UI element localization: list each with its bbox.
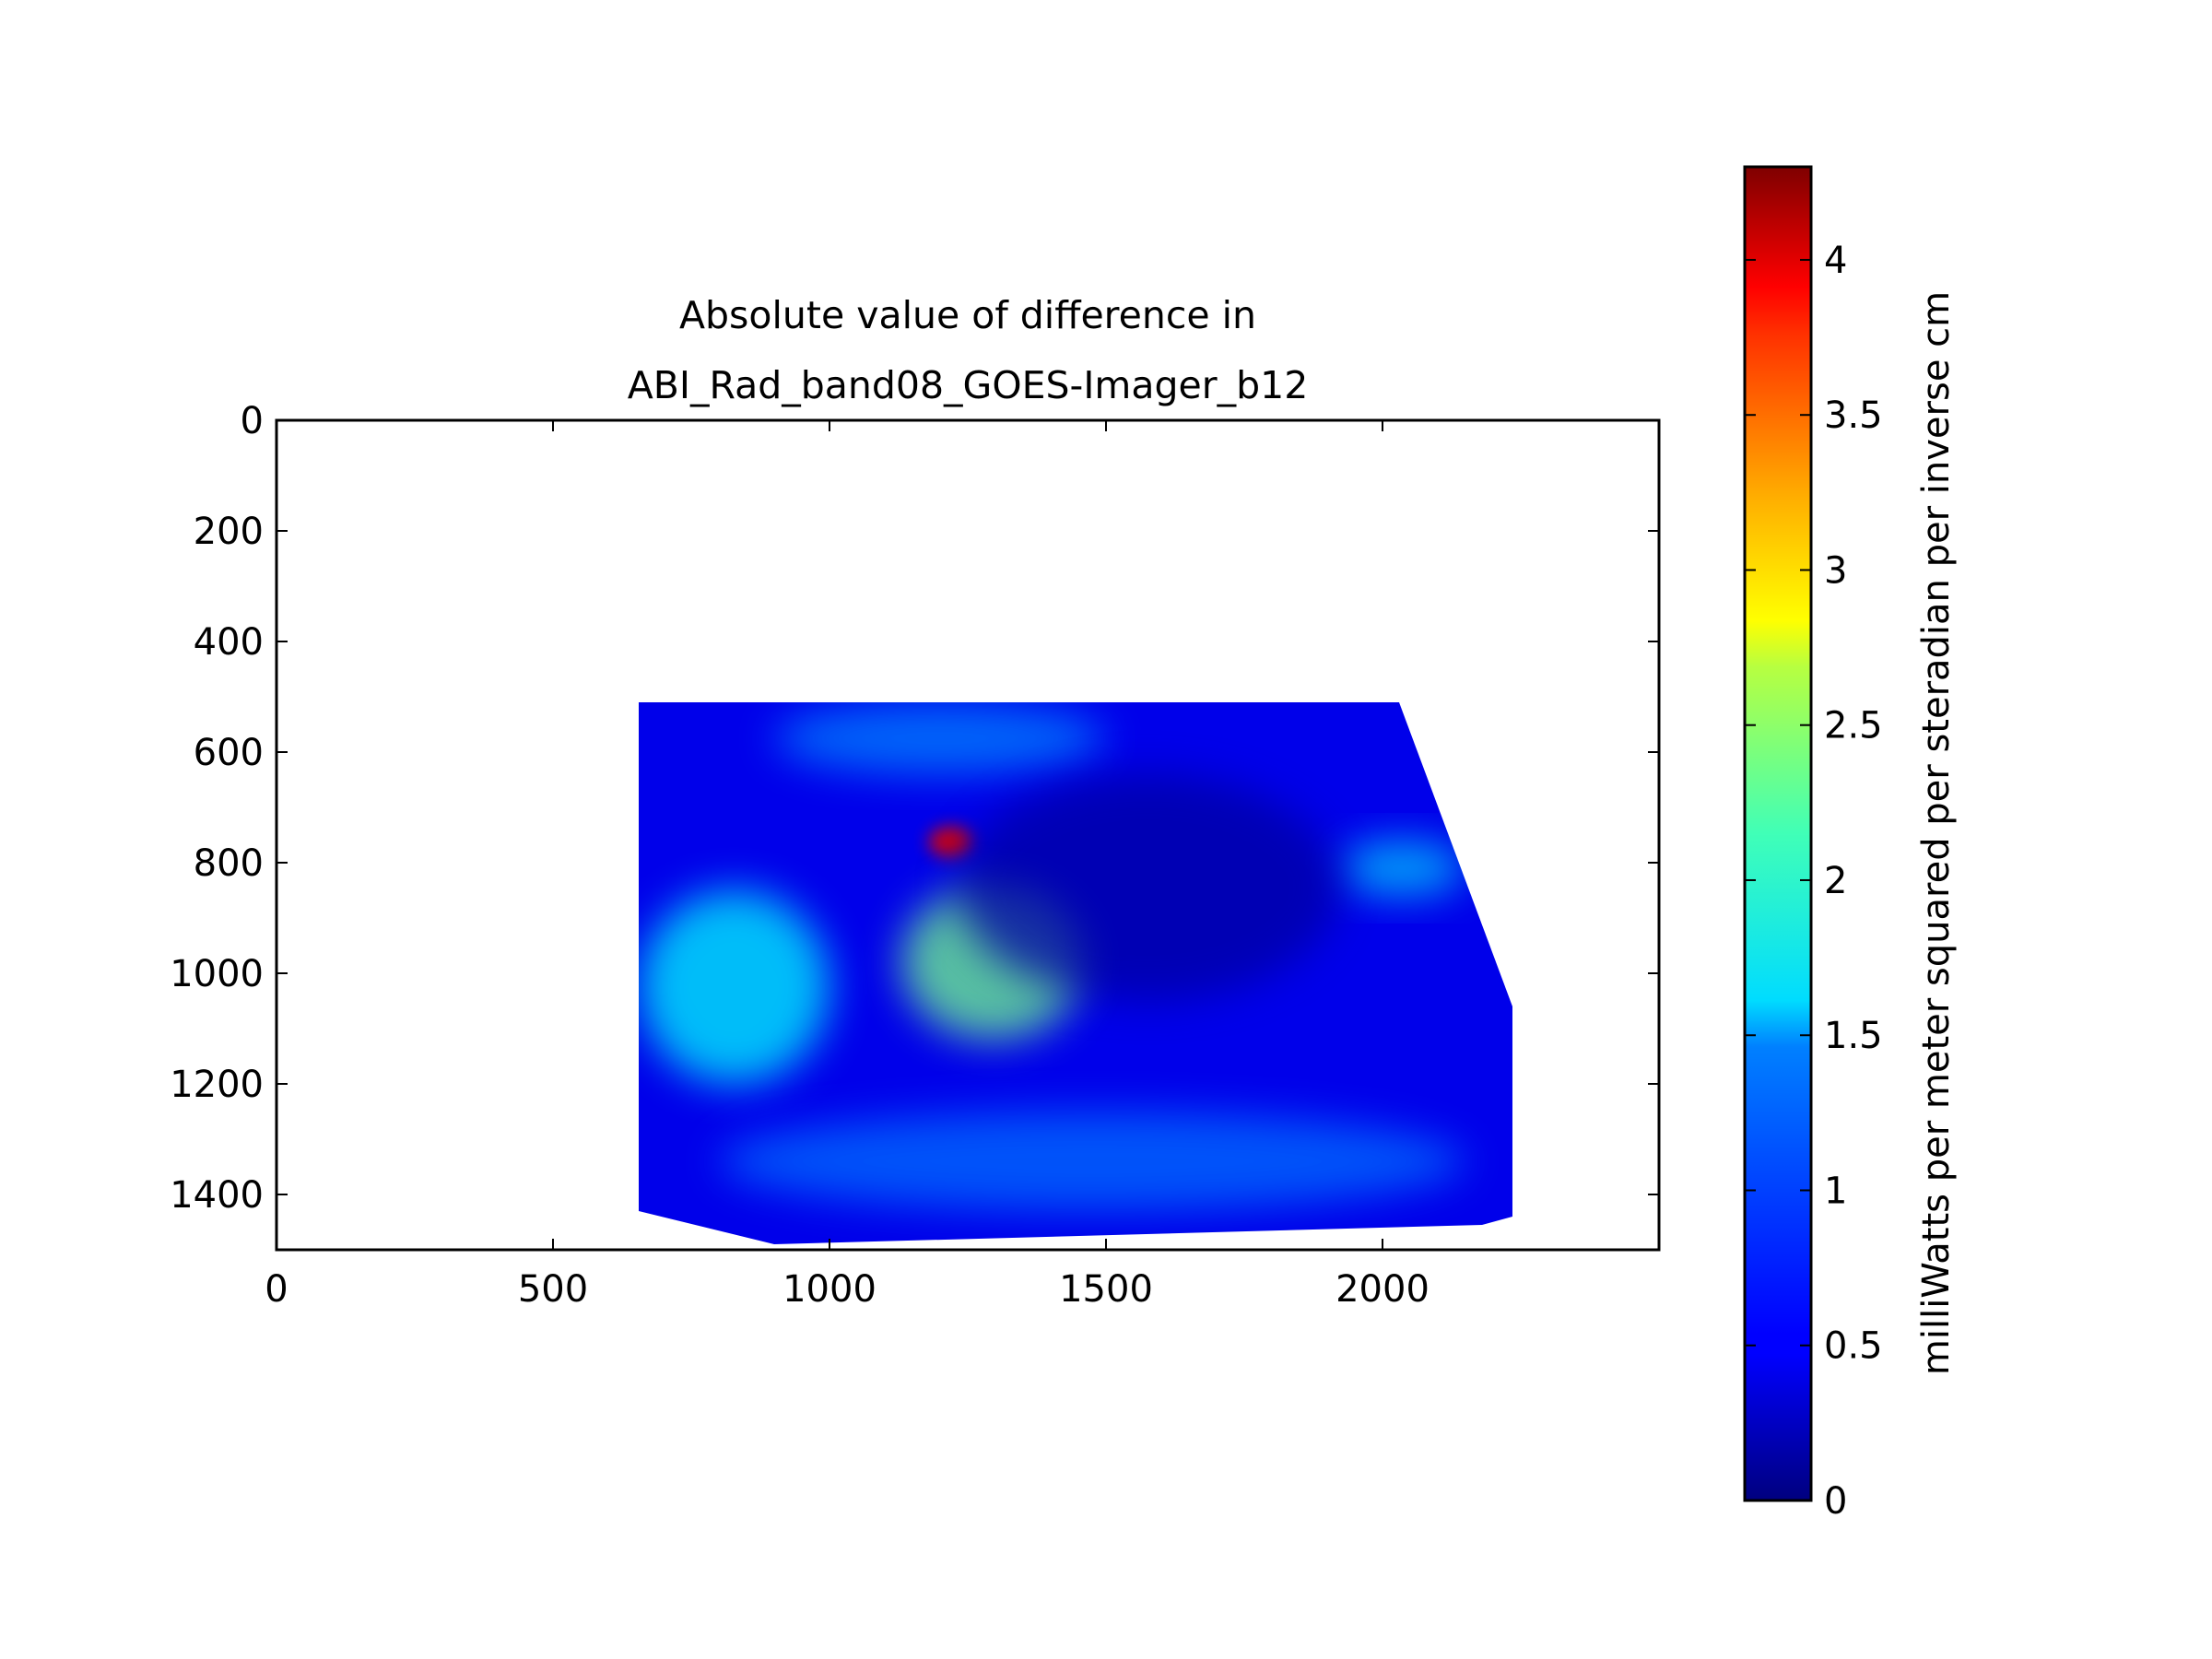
colorbar-tick-label: 3.5 bbox=[1824, 394, 1883, 437]
colorbar-tick-label: 2 bbox=[1824, 860, 1847, 902]
colorbar-ticks: 0 0.5 1 1.5 2 2.5 3 3.5 4 bbox=[1745, 240, 1883, 1523]
colorbar-tick-label: 1 bbox=[1824, 1170, 1847, 1212]
x-axis: 0 500 1000 1500 2000 bbox=[265, 420, 1430, 1311]
chart-title-line-2: ABI_Rad_band08_GOES-Imager_b12 bbox=[628, 363, 1309, 407]
heatmap-feature bbox=[1338, 841, 1465, 896]
colorbar-label: milliWatts per meter squared per steradi… bbox=[1915, 291, 1958, 1375]
colorbar-tick-label: 4 bbox=[1824, 240, 1847, 282]
colorbar-tick-label: 1.5 bbox=[1824, 1015, 1883, 1057]
x-tick-label: 500 bbox=[518, 1268, 588, 1311]
y-tick-label: 1400 bbox=[170, 1174, 264, 1217]
colorbar-tick-label: 2.5 bbox=[1824, 705, 1883, 747]
heatmap-feature bbox=[929, 827, 973, 857]
x-tick-label: 0 bbox=[265, 1268, 288, 1311]
y-tick-label: 0 bbox=[241, 400, 264, 442]
x-tick-label: 2000 bbox=[1335, 1268, 1430, 1311]
chart-title-line-1: Absolute value of difference in bbox=[679, 293, 1256, 337]
colorbar-tick-label: 3 bbox=[1824, 549, 1847, 592]
heatmap-feature bbox=[774, 702, 1106, 774]
x-tick-label: 1500 bbox=[1059, 1268, 1153, 1311]
y-tick-label: 600 bbox=[194, 732, 264, 774]
colorbar-tick-label: 0.5 bbox=[1824, 1325, 1883, 1368]
plot-frame bbox=[275, 418, 1661, 1252]
colorbar-gradient bbox=[1745, 167, 1811, 1500]
colorbar-tick-label: 0 bbox=[1824, 1480, 1847, 1523]
heatmap-image bbox=[639, 702, 1512, 1244]
y-tick-label: 200 bbox=[194, 511, 264, 553]
y-tick-label: 400 bbox=[194, 621, 264, 664]
heatmap-features bbox=[639, 702, 1465, 1211]
chart-title: Absolute value of difference in ABI_Rad_… bbox=[628, 293, 1309, 407]
colorbar-frame bbox=[1743, 165, 1813, 1502]
y-tick-label: 800 bbox=[194, 842, 264, 885]
heatmap-feature bbox=[719, 1112, 1465, 1211]
x-tick-label: 1000 bbox=[782, 1268, 877, 1311]
y-tick-label: 1000 bbox=[170, 953, 264, 995]
colorbar: 0 0.5 1 1.5 2 2.5 3 3.5 4 milliWatts per meter s… bbox=[1743, 165, 1958, 1523]
heatmap-feature bbox=[639, 890, 830, 1084]
heatmap-feature bbox=[957, 774, 1338, 1001]
y-tick-label: 1200 bbox=[170, 1064, 264, 1106]
y-axis: 0 200 400 600 800 1000 1200 1400 bbox=[170, 400, 1659, 1217]
